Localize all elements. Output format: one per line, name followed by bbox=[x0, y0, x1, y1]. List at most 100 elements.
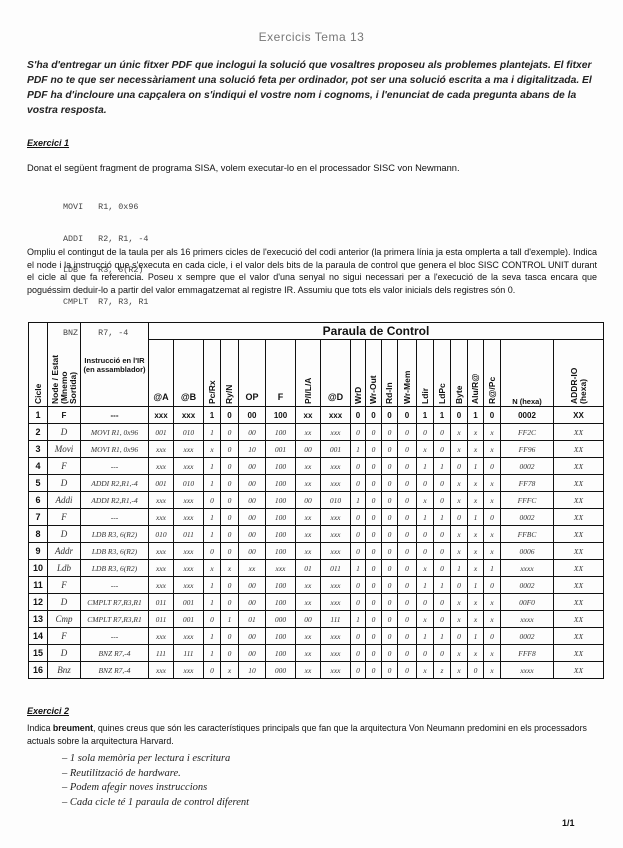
table-cell: XX bbox=[553, 406, 604, 424]
table-cell: 0 bbox=[483, 627, 501, 645]
table-cell: 0 bbox=[397, 559, 417, 577]
table-cell: 1 bbox=[203, 457, 221, 475]
table-cell: LDB R3, 6(R2) bbox=[80, 525, 149, 543]
table-cell: 1 bbox=[203, 644, 221, 662]
table-cell: 0 bbox=[220, 525, 239, 543]
table-cell: MOVI R1, 0x96 bbox=[80, 423, 149, 441]
table-row: 4 F --- xxx xxx 1 0 00 100 xx xxx 0 0 0 0 1 1 0 1 0 0002 XX bbox=[28, 457, 604, 475]
table-cell: xx bbox=[295, 406, 321, 424]
table-cell: 0002 bbox=[500, 627, 554, 645]
table-cell: 00 bbox=[238, 644, 266, 662]
table-cell: 001 bbox=[148, 474, 174, 492]
table-cell: D bbox=[47, 644, 81, 662]
table-cell: Ldb bbox=[47, 559, 81, 577]
table-cell: x bbox=[467, 440, 484, 458]
exercise2-text: Indica breument, quines creus que són le… bbox=[27, 722, 587, 748]
table-cell: xxx bbox=[148, 491, 174, 509]
table-cell: 00 bbox=[238, 525, 266, 543]
column-header: Wr-Out bbox=[365, 339, 382, 407]
table-cell: 0 bbox=[220, 593, 239, 611]
table-cell: 1 bbox=[433, 576, 451, 594]
table-cell: x bbox=[450, 593, 468, 611]
table-cell: 4 bbox=[28, 457, 48, 475]
table-cell: 011 bbox=[320, 559, 351, 577]
column-header-label: OP bbox=[245, 392, 259, 402]
column-header: Wr-Mem bbox=[397, 339, 417, 407]
table-cell: 0 bbox=[381, 576, 398, 594]
table-cell: 001 bbox=[173, 610, 204, 628]
table-cell: 0 bbox=[365, 627, 382, 645]
table-cell: xxx bbox=[148, 559, 174, 577]
column-header-label: Node / Estat (Mnemo Sortida) bbox=[50, 354, 78, 404]
table-cell: CMPLT R7,R3,R1 bbox=[80, 610, 149, 628]
column-header: @B bbox=[173, 339, 204, 407]
table-cell: --- bbox=[80, 627, 149, 645]
table-cell: --- bbox=[80, 508, 149, 526]
table-cell: 1 bbox=[433, 457, 451, 475]
table-cell: F bbox=[47, 576, 81, 594]
table-cell: xx bbox=[295, 423, 321, 441]
column-header-label: @B bbox=[180, 392, 197, 402]
table-cell: 0 bbox=[350, 593, 366, 611]
exercise2-heading: Exercici 2 bbox=[27, 706, 70, 716]
table-cell: 1 bbox=[350, 610, 366, 628]
table-cell: 1 bbox=[416, 457, 434, 475]
table-cell: xxx bbox=[173, 406, 204, 424]
table-cell: x bbox=[483, 525, 501, 543]
table-cell: 10 bbox=[238, 440, 266, 458]
table-cell: 0 bbox=[433, 474, 451, 492]
table-cell: 100 bbox=[265, 474, 296, 492]
table-cell: 13 bbox=[28, 610, 48, 628]
table-cell: 0 bbox=[365, 508, 382, 526]
table-cell: x bbox=[483, 610, 501, 628]
table-cell: XX bbox=[553, 491, 604, 509]
table-cell: 0 bbox=[397, 508, 417, 526]
table-cell: z bbox=[433, 661, 451, 679]
table-cell: 0 bbox=[365, 644, 382, 662]
table-row: 13 Cmp CMPLT R7,R3,R1 011 001 0 1 01 000 00 111 1 0 0… bbox=[28, 610, 604, 628]
answer-line: – Cada cicle té 1 paraula de control dif… bbox=[62, 796, 250, 808]
table-cell: 0 bbox=[467, 661, 484, 679]
table-cell: x bbox=[467, 491, 484, 509]
column-header: Byte bbox=[450, 339, 468, 407]
code-line: MOVI R1, 0x96 bbox=[63, 202, 139, 212]
table-cell: x bbox=[483, 423, 501, 441]
table-cell: 00 bbox=[295, 610, 321, 628]
table-row: 9 Addr LDB R3, 6(R2) xxx xxx 0 0 00 100 xx xxx 0 0 0 0… bbox=[28, 542, 604, 560]
table-cell: 1 bbox=[433, 406, 451, 424]
table-cell: x bbox=[467, 610, 484, 628]
table-cell: 0 bbox=[397, 423, 417, 441]
table-cell: x bbox=[450, 423, 468, 441]
table-cell: ADDI R2,R1,-4 bbox=[80, 491, 149, 509]
exercise1-instructions: Ompliu el contingut de la taula per als … bbox=[27, 247, 597, 295]
table-row: 7 F --- xxx xxx 1 0 00 100 xx xxx 0 0 0 0 1 1 0 1 0 0002 XX bbox=[28, 508, 604, 526]
column-header: ADDR-IO (hexa) bbox=[553, 339, 604, 407]
column-header: @A bbox=[148, 339, 174, 407]
table-cell: 0 bbox=[220, 491, 239, 509]
column-header: R@/Pc bbox=[483, 339, 501, 407]
table-cell: 0 bbox=[220, 423, 239, 441]
table-cell: 0 bbox=[397, 406, 417, 424]
table-cell: 2 bbox=[28, 423, 48, 441]
table-cell: 0 bbox=[350, 525, 366, 543]
table-cell: 1 bbox=[203, 525, 221, 543]
table-cell: xxx bbox=[320, 474, 351, 492]
column-header-label: Wr-Mem bbox=[402, 370, 412, 404]
table-cell: x bbox=[203, 559, 221, 577]
table-cell: 00F0 bbox=[500, 593, 554, 611]
table-cell: 010 bbox=[148, 525, 174, 543]
table-cell: 0 bbox=[397, 593, 417, 611]
table-cell: xxx bbox=[320, 644, 351, 662]
table-cell: 3 bbox=[28, 440, 48, 458]
table-cell: xxx bbox=[320, 508, 351, 526]
column-header-label: @D bbox=[327, 392, 344, 402]
table-cell: xxx bbox=[173, 661, 204, 679]
code-line: ADDI R2, R1, -4 bbox=[63, 233, 149, 244]
table-row: 1 F --- xxx xxx 1 0 00 100 xx xxx 0 0 0 0 1 1 0 1 0 0002 XX bbox=[28, 406, 604, 424]
table-cell: 0 bbox=[450, 627, 468, 645]
table-cell: 0 bbox=[220, 457, 239, 475]
table-cell: 0 bbox=[350, 406, 366, 424]
document-title: Exercicis Tema 13 bbox=[258, 30, 365, 44]
table-cell: XX bbox=[553, 457, 604, 475]
table-cell: XX bbox=[553, 610, 604, 628]
